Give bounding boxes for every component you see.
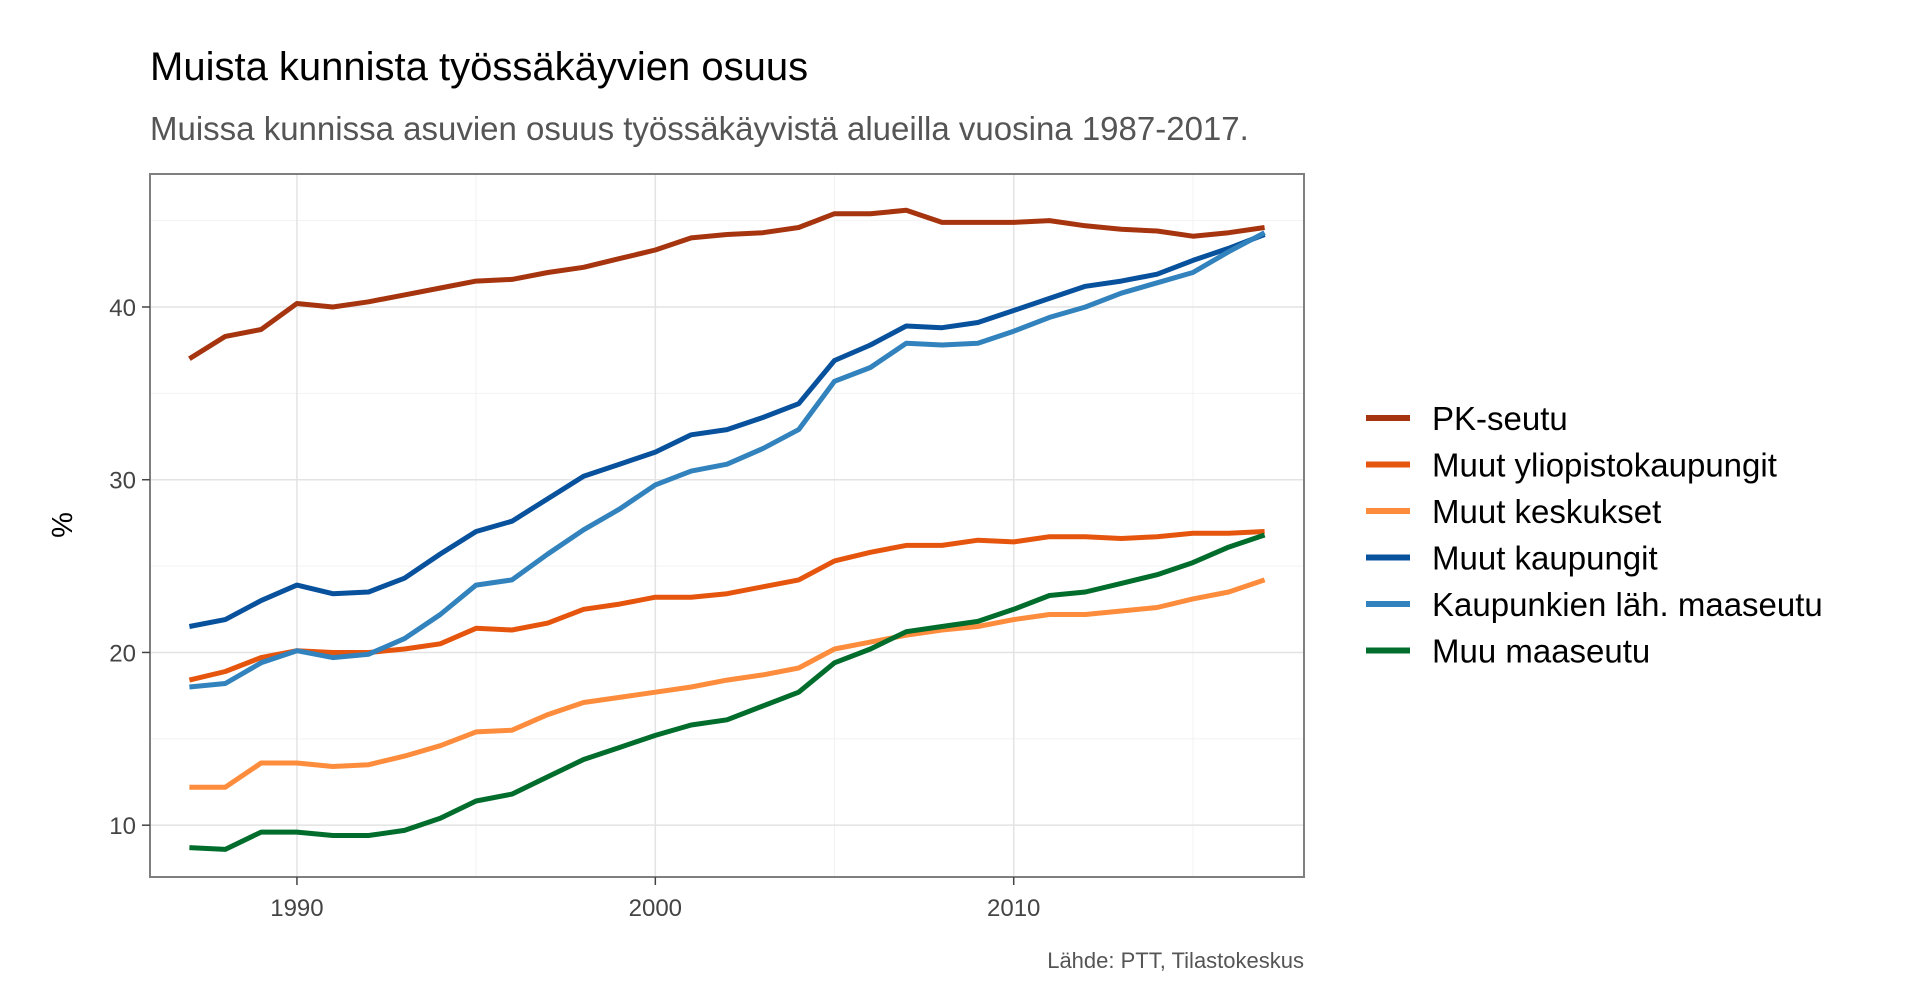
y-tick-label: 30 [109,468,136,495]
y-tick-label: 10 [109,813,136,840]
y-axis-title: % [47,512,79,538]
series-line-5 [189,230,1266,690]
legend: PK-seutu Muut yliopistokaupungit Muut kesk… [1366,400,1823,670]
chart-subtitle: Muissa kunnissa asuvien osuus työssäkäyv… [150,110,1249,147]
series-lines [188,207,1266,852]
legend-label-2: Muut yliopistokaupungit [1432,447,1777,484]
legend-label-6: Muu maaseutu [1432,633,1650,670]
x-tick-label: 1990 [270,895,323,922]
chart-title: Muista kunnista työssäkäyvien osuus [150,45,808,89]
plot-border [149,173,1305,878]
y-tick-label: 20 [109,640,136,667]
series-line-6 [189,532,1266,852]
legend-label-3: Muut keskukset [1432,493,1661,530]
series-line-1 [188,207,1265,361]
legend-label-4: Muut kaupungit [1432,540,1658,577]
source-caption: Lähde: PTT, Tilastokeskus [1047,948,1304,973]
series-line-4 [188,232,1266,629]
legend-label-1: PK-seutu [1432,400,1568,437]
series-line-3 [189,577,1266,790]
x-tick-label: 2000 [629,895,682,922]
plot-panel [150,174,1304,877]
y-tick-label: 40 [109,295,136,322]
x-tick-label: 2010 [987,895,1040,922]
axes: 10 20 30 40 1990 2000 2010 [109,295,1040,922]
legend-label-5: Kaupunkien läh. maaseutu [1432,586,1823,623]
